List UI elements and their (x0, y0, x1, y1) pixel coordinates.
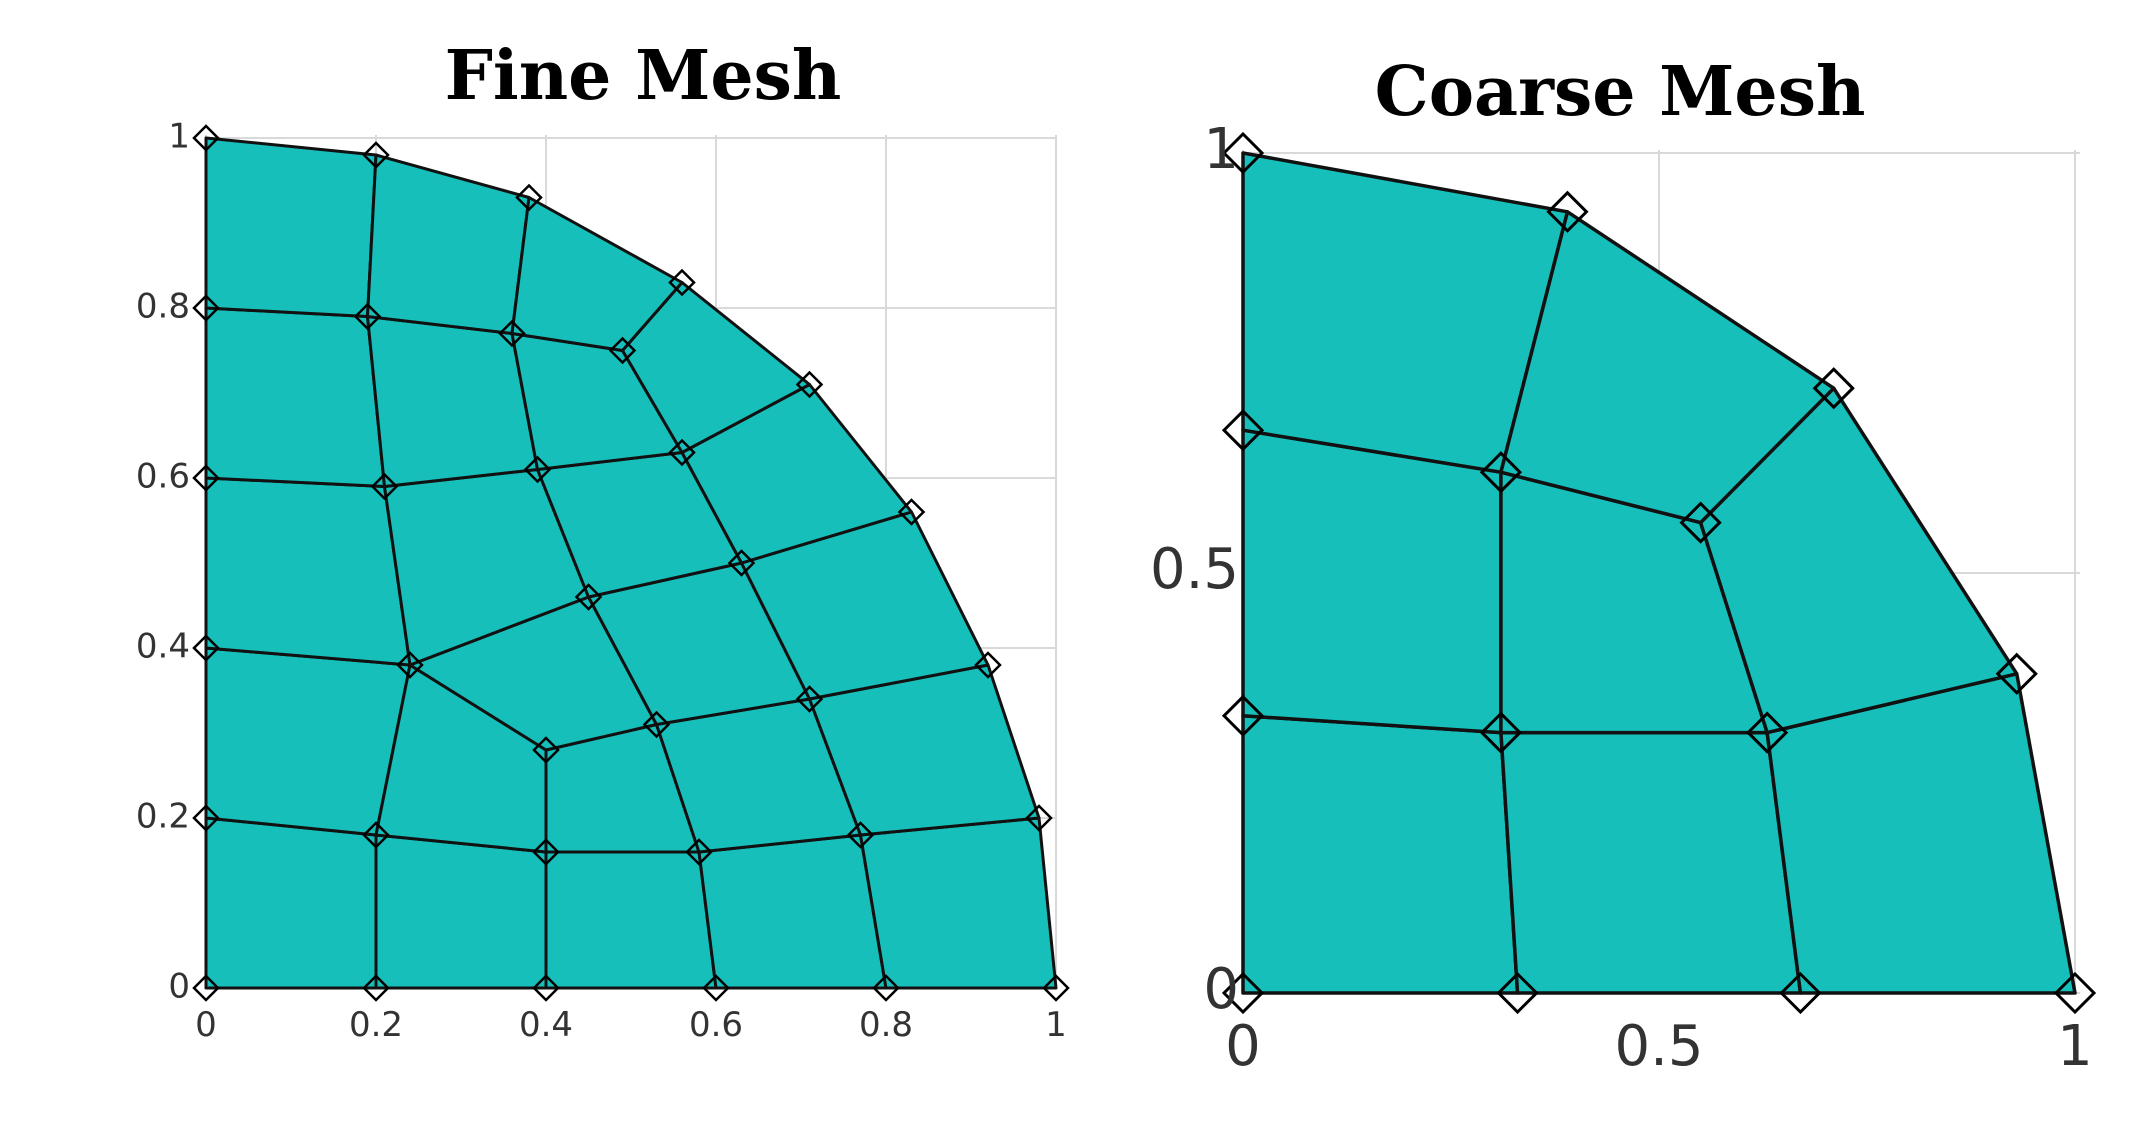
x-tick-label: 0.5 (1614, 1014, 1703, 1079)
mesh-node (1479, 451, 1523, 494)
mesh-node (1221, 694, 1265, 737)
mesh-element (1241, 714, 1520, 995)
mesh-node (795, 685, 824, 713)
mesh-node (192, 634, 220, 662)
fine-mesh-title: Fine Mesh (444, 36, 842, 116)
mesh-node (642, 710, 671, 739)
mesh-node (974, 651, 1002, 679)
mesh-element (510, 196, 684, 352)
mesh-node (1995, 652, 2038, 695)
mesh-node (1679, 501, 1722, 544)
mesh-element (1499, 730, 1803, 995)
mesh-nodes (1221, 131, 2097, 1015)
x-tick-label: 0.8 (859, 1005, 913, 1045)
mesh-node (1042, 974, 1070, 1002)
mesh-element (1241, 428, 1503, 735)
mesh-node (362, 821, 390, 849)
mesh-node (897, 498, 926, 526)
x-tick-label: 0.2 (349, 1005, 403, 1045)
y-tick-label: 1 (168, 117, 190, 157)
mesh-element (204, 646, 412, 837)
x-tick-label: 0.4 (519, 1005, 573, 1045)
mesh-element (859, 816, 1058, 990)
mesh-element (204, 136, 378, 318)
mesh-node (727, 549, 756, 577)
coarse-mesh-plot: 0 0.5 1 0 0.5 1 (1150, 117, 2097, 1079)
fine-mesh-plot: 0 0.2 0.4 0.6 0.8 1 0 0.2 0.4 0.6 0.8 1 (136, 117, 1070, 1045)
mesh-element (204, 306, 386, 488)
mesh-elements (204, 136, 1058, 990)
mesh-node (668, 268, 696, 297)
x-tick-label: 1 (1045, 1005, 1067, 1045)
mesh-node (362, 974, 390, 1002)
x-tick-label: 0 (1225, 1014, 1261, 1079)
mesh-element (204, 816, 378, 990)
y-tick-label: 0 (168, 967, 190, 1007)
mesh-node (846, 821, 875, 849)
mesh-node (702, 974, 730, 1002)
y-tick-label: 0 (1203, 957, 1239, 1022)
mesh-node (1779, 971, 1822, 1015)
mesh-node (2053, 971, 2097, 1015)
mesh-element (374, 833, 548, 990)
mesh-node (1025, 804, 1053, 832)
mesh-elements (1241, 151, 2077, 995)
mesh-node (515, 183, 543, 212)
y-tick-label: 1 (1203, 117, 1239, 182)
mesh-node (872, 974, 900, 1002)
mesh-node (1221, 409, 1265, 452)
mesh-node (532, 838, 560, 866)
mesh-node (396, 651, 424, 679)
mesh-nodes (192, 124, 1070, 1002)
coarse-mesh-panel: Coarse Mesh 0 0.5 1 0 0.5 1 (1080, 0, 2141, 1144)
mesh-node (1812, 367, 1855, 410)
x-tick-label: 1 (2057, 1014, 2093, 1079)
mesh-node (498, 319, 526, 348)
mesh-node (532, 974, 560, 1002)
y-tick-label: 0.4 (136, 627, 190, 667)
mesh-element (366, 153, 531, 335)
fine-mesh-panel: Fine Mesh 0 0.2 0.4 0.6 0.8 1 0 0.2 0.4 0.6 0.8 1 (136, 36, 1070, 1045)
y-tick-label: 0.5 (1150, 537, 1239, 602)
mesh-node (1746, 711, 1789, 754)
y-tick-label: 0.2 (136, 797, 190, 837)
mesh-element (204, 476, 412, 667)
mesh-node (362, 141, 390, 169)
mesh-node (192, 124, 220, 152)
mesh-node (1546, 190, 1589, 233)
mesh-node (795, 370, 824, 399)
x-tick-label: 0.6 (689, 1005, 743, 1045)
mesh-node (192, 974, 220, 1002)
mesh-node (1479, 711, 1523, 754)
mesh-node (192, 294, 220, 322)
mesh-node (1221, 131, 1265, 175)
coarse-mesh-title: Coarse Mesh (1374, 52, 1866, 132)
mesh-node (353, 302, 382, 331)
mesh-node (370, 472, 399, 501)
mesh-element (544, 850, 718, 990)
mesh-node (192, 464, 220, 492)
mesh-node (523, 455, 552, 484)
y-tick-label: 0.8 (136, 287, 190, 327)
mesh-node (608, 336, 637, 365)
mesh-element (697, 833, 888, 990)
y-tick-label: 0.6 (136, 457, 190, 497)
mesh-element (1499, 210, 1836, 525)
x-tick-label: 0 (195, 1005, 217, 1045)
mesh-node (685, 838, 713, 866)
mesh-node (1496, 971, 1539, 1015)
mesh-node (574, 583, 603, 611)
mesh-node (192, 804, 220, 832)
mesh-node (1221, 971, 1265, 1015)
mesh-node (668, 438, 696, 467)
mesh-element (366, 315, 539, 488)
mesh-node (532, 736, 560, 764)
